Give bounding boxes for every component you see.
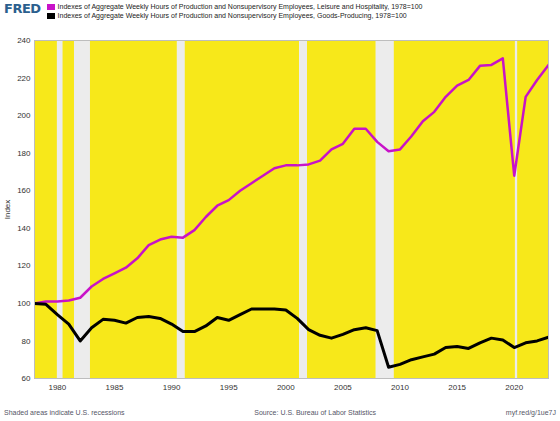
html-text:Indexes of Aggregate Weekly Ho: Indexes of Aggregate Weekly Hours of Pro…	[57, 12, 407, 19]
html-text:Indexes of Aggregate Weekly Ho: Indexes of Aggregate Weekly Hours of Pro…	[57, 3, 423, 10]
html-text:Source: U.S. Bureau of Labor S: Source: U.S. Bureau of Labor Statistics	[254, 408, 377, 416]
svg-text:120: 120	[17, 261, 31, 270]
svg-text:2005: 2005	[334, 383, 352, 392]
svg-text:1980: 1980	[48, 383, 66, 392]
html-text:Shaded areas indicate U.S. rec: Shaded areas indicate U.S. recessions	[4, 408, 125, 416]
svg-text:2010: 2010	[391, 383, 409, 392]
html-text:FRED: FRED	[4, 1, 41, 16]
svg-text:1990: 1990	[163, 383, 181, 392]
svg-text:200: 200	[17, 111, 31, 120]
svg-text:Index: Index	[3, 200, 12, 220]
svg-text:1985: 1985	[106, 383, 124, 392]
svg-text:2000: 2000	[277, 383, 295, 392]
svg-text:1995: 1995	[220, 383, 238, 392]
svg-text:240: 240	[17, 36, 31, 45]
svg-text:100: 100	[17, 299, 31, 308]
svg-text:60: 60	[22, 374, 31, 383]
svg-text:2020: 2020	[505, 383, 523, 392]
svg-text:220: 220	[17, 74, 31, 83]
svg-text:160: 160	[17, 186, 31, 195]
svg-text:80: 80	[22, 337, 31, 346]
svg-text:180: 180	[17, 149, 31, 158]
html-text:myf.red/g/1ue7J: myf.red/g/1ue7J	[505, 408, 556, 416]
svg-text:2015: 2015	[448, 383, 466, 392]
svg-text:140: 140	[17, 224, 31, 233]
